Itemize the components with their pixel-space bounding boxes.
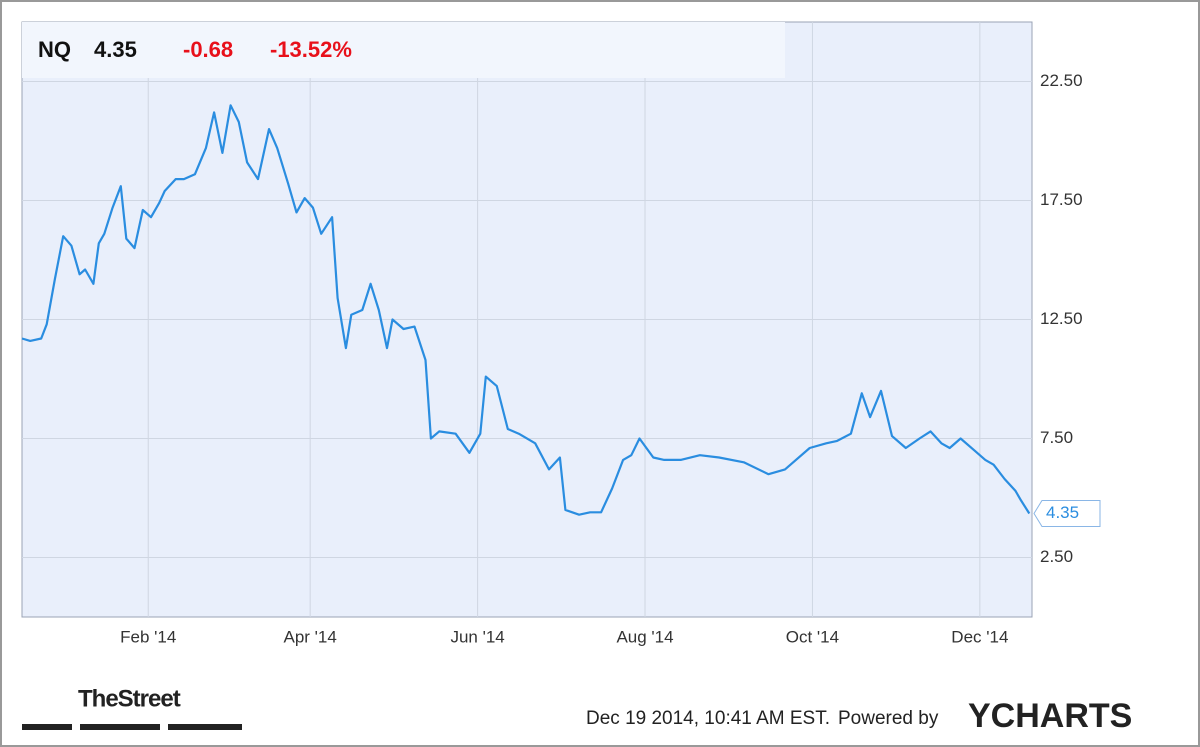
y-tick-label: 2.50 [1040, 547, 1073, 566]
x-tick-label: Feb '14 [120, 627, 176, 646]
powered-by: Powered by [838, 708, 939, 729]
source-logo: TheStreet [78, 685, 181, 712]
price: 4.35 [94, 37, 137, 62]
x-tick-label: Dec '14 [951, 627, 1008, 646]
x-tick-label: Aug '14 [616, 627, 673, 646]
x-tick-label: Jun '14 [450, 627, 504, 646]
last-price-label: 4.35 [1046, 503, 1079, 522]
logo-bar [80, 724, 160, 730]
change-pct: -13.52% [270, 37, 352, 62]
header-box [22, 22, 785, 78]
x-tick-label: Oct '14 [786, 627, 839, 646]
last-price-flag [1033, 499, 1101, 527]
marks [21, 104, 1031, 516]
price-line [21, 104, 1031, 516]
logo-bar [22, 724, 72, 730]
y-tick-label: 17.50 [1040, 190, 1083, 209]
brand: YCHARTS [968, 697, 1132, 735]
ticker: NQ [38, 37, 71, 62]
change: -0.68 [183, 37, 233, 62]
logo-bar [168, 724, 242, 730]
timestamp: Dec 19 2014, 10:41 AM EST. [586, 708, 830, 729]
x-tick-label: Apr '14 [284, 627, 337, 646]
y-tick-label: 22.50 [1040, 71, 1083, 90]
y-tick-label: 7.50 [1040, 428, 1073, 447]
y-tick-label: 12.50 [1040, 309, 1083, 328]
